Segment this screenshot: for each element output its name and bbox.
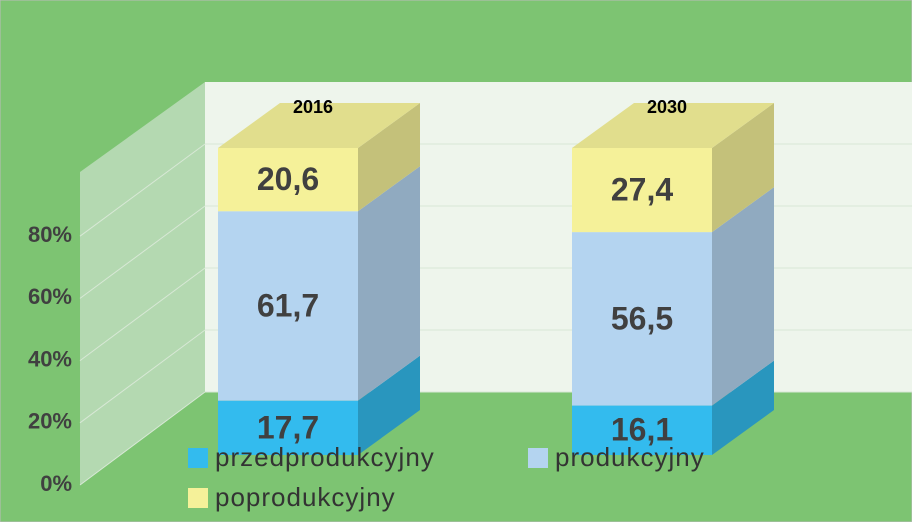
- value-label: 27,4: [611, 172, 673, 208]
- legend-label: produkcyjny: [555, 442, 705, 472]
- bar-side: [712, 360, 774, 455]
- grid-line: [79, 205, 206, 299]
- bar-side: [358, 166, 420, 401]
- bar-side: [358, 103, 420, 212]
- y-tick-label: 80%: [28, 222, 72, 247]
- category-label: 2016: [293, 97, 333, 117]
- value-label: 61,7: [257, 287, 319, 323]
- value-label: 17,7: [257, 409, 319, 445]
- bar: [572, 232, 712, 406]
- grid-line: [79, 329, 206, 424]
- legend-swatch: [188, 448, 208, 468]
- bar: [218, 148, 358, 212]
- bar-side: [358, 355, 420, 455]
- legend-swatch: [528, 448, 548, 468]
- bar-top: [572, 103, 774, 148]
- y-tick-label: 40%: [28, 346, 72, 371]
- bar: [572, 148, 712, 233]
- bar-top: [218, 103, 420, 148]
- value-label: 20,6: [257, 161, 319, 197]
- legend-label: poprodukcyjny: [215, 482, 396, 512]
- bar-side: [712, 187, 774, 406]
- legend-label: przedprodukcyjny: [215, 442, 435, 472]
- bar: [572, 405, 712, 455]
- y-tick-label: 0%: [40, 471, 72, 496]
- bar: [218, 400, 358, 455]
- value-label: 16,1: [611, 412, 673, 448]
- grid-line: [79, 391, 206, 486]
- category-label: 2030: [647, 97, 687, 117]
- value-label: 56,5: [611, 300, 673, 336]
- y-tick-label: 20%: [28, 409, 72, 434]
- legend-swatch: [188, 488, 208, 508]
- y-tick-label: 60%: [28, 284, 72, 309]
- bar-side: [712, 103, 774, 233]
- grid-line: [79, 143, 206, 237]
- side-wall: [80, 82, 205, 485]
- grid-line: [79, 267, 206, 362]
- bar: [218, 211, 358, 401]
